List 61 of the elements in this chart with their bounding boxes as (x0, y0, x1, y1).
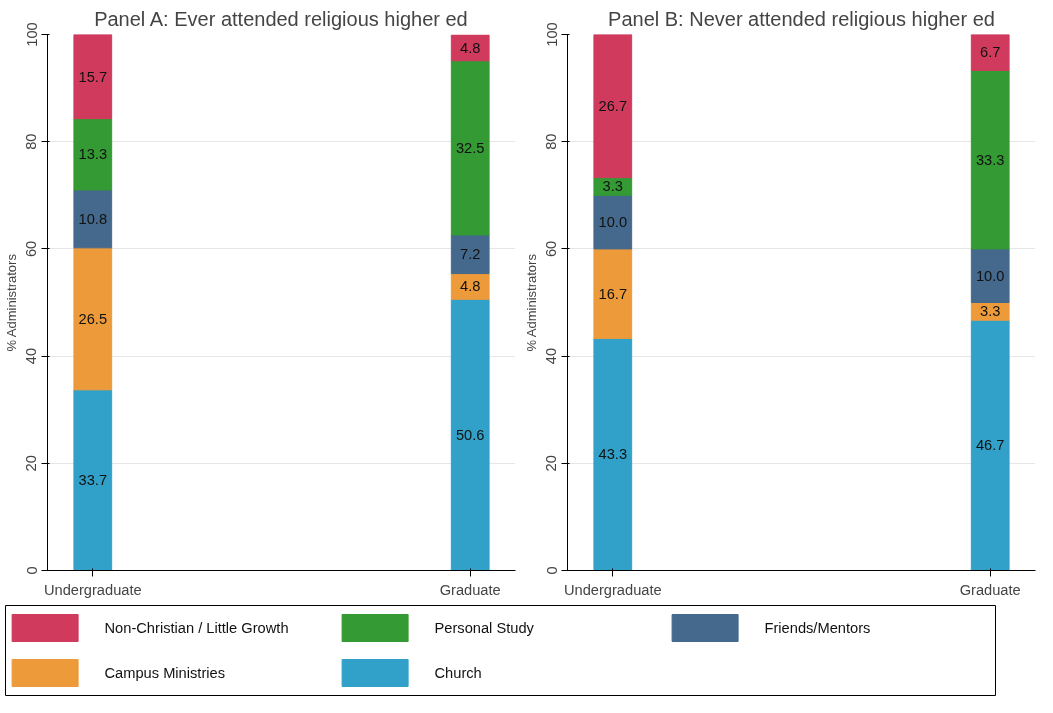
y-axis-title: % Administrators (523, 253, 539, 352)
legend-label: Friends/Mentors (764, 620, 871, 636)
y-tick-label: 0 (543, 566, 560, 575)
legend-label: Personal Study (434, 620, 535, 636)
bar (593, 34, 633, 179)
data-label: 32.5 (455, 139, 485, 156)
data-label: 3.3 (980, 303, 1001, 320)
bar (450, 60, 490, 236)
y-tick-label: 80 (23, 133, 40, 150)
y-tick-label: 40 (23, 347, 40, 365)
y-tick-label: 80 (543, 133, 560, 150)
data-label: 7.2 (460, 246, 481, 263)
y-tick-label: 60 (543, 240, 560, 258)
bar (73, 389, 113, 571)
data-label: 46.7 (975, 437, 1005, 454)
chart-title: Panel B: Never attended religious higher ed (608, 7, 995, 30)
data-label: 50.6 (455, 426, 485, 443)
bar (450, 298, 490, 571)
y-tick-label: 60 (23, 240, 40, 258)
data-label: 13.3 (78, 146, 108, 163)
data-label: 10.0 (598, 214, 628, 231)
data-label: 4.8 (460, 39, 481, 56)
x-tick-label: Graduate (959, 581, 1021, 598)
data-label: 15.7 (78, 68, 108, 85)
bar (970, 34, 1010, 71)
y-tick-label: 40 (543, 347, 560, 365)
chart-title: Panel A: Ever attended religious higher ed (94, 7, 468, 30)
data-label: 33.3 (975, 151, 1005, 168)
y-tick-label: 0 (23, 566, 40, 575)
bar (73, 247, 113, 391)
data-label: 6.7 (980, 44, 1001, 61)
x-tick-label: Undergraduate (563, 581, 662, 598)
data-label: 43.3 (598, 446, 628, 463)
data-label: 10.0 (975, 267, 1005, 284)
bar (593, 337, 633, 571)
y-tick-label: 20 (543, 455, 560, 472)
data-label: 33.7 (78, 472, 108, 489)
bar (73, 118, 113, 191)
y-axis-title: % Administrators (3, 253, 19, 352)
data-label: 4.8 (460, 278, 481, 295)
legend-label: Non-Christian / Little Growth (104, 620, 289, 636)
bar (970, 248, 1010, 303)
bar (970, 69, 1010, 250)
bar (73, 34, 113, 120)
bar (593, 194, 633, 250)
bar (970, 319, 1010, 571)
data-label: 26.5 (78, 310, 108, 327)
data-label: 16.7 (598, 285, 628, 302)
legend-label: Church (434, 665, 482, 681)
y-tick-label: 20 (23, 455, 40, 472)
y-tick-label: 100 (543, 22, 560, 47)
data-label: 26.7 (598, 98, 628, 115)
x-tick-label: Graduate (439, 581, 501, 598)
data-label: 3.3 (602, 178, 623, 195)
bar (73, 189, 113, 249)
x-tick-label: Undergraduate (43, 581, 142, 598)
legend-label: Campus Ministries (104, 665, 226, 681)
bar (593, 248, 633, 339)
data-label: 10.8 (78, 210, 108, 227)
y-tick-label: 100 (23, 22, 40, 47)
bar (450, 234, 490, 275)
